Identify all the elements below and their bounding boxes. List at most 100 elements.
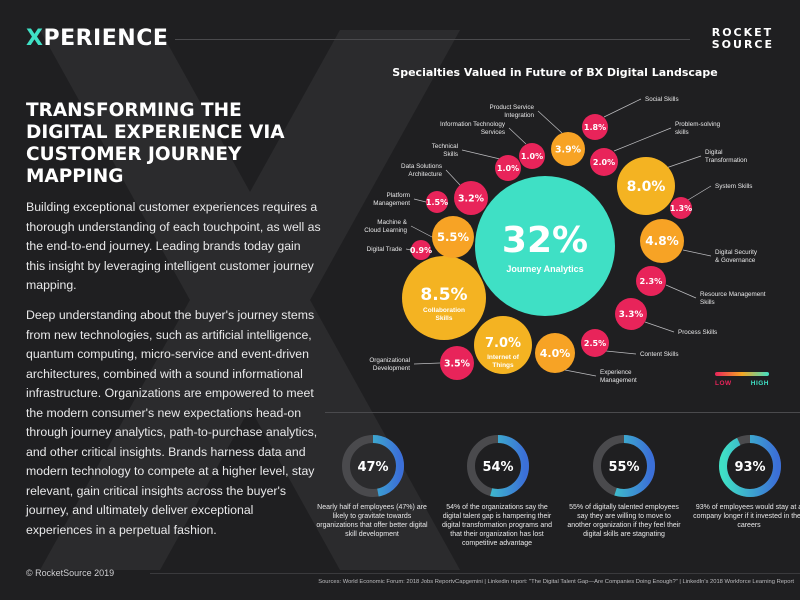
bubble-content-skills[interactable]: 2.5% Content Skills — [581, 329, 679, 358]
bubble-label: Platform — [387, 192, 410, 199]
bubble-value: 8.5% — [420, 285, 467, 305]
stat-description: 54% of the organizations say the digital… — [441, 504, 553, 547]
donut-stat-3: 55% — [593, 435, 655, 497]
bubble-circle — [582, 114, 608, 140]
bubble-label: Social Skills — [645, 96, 679, 103]
bubble-label: Internet of — [487, 354, 520, 361]
page-headline: TRANSFORMING THE DIGITAL EXPERIENCE VIA … — [26, 100, 285, 187]
donut-value: 54% — [482, 460, 513, 475]
bubble-circle — [590, 148, 618, 176]
bubble-circle — [495, 155, 521, 181]
bubble-label: & Governance — [715, 257, 756, 264]
leader-line — [687, 185, 712, 201]
leader-line — [508, 127, 527, 145]
leader-line — [461, 149, 501, 160]
legend-low-label: LOW — [715, 380, 732, 387]
bubble-value: 3.3% — [619, 310, 644, 320]
bubble-machine-cloud-learning[interactable]: 5.5% Machine &Cloud Learning — [364, 216, 474, 258]
donut-arc — [719, 435, 781, 497]
bubble-circle — [581, 329, 609, 357]
bubble-label: Architecture — [408, 171, 442, 178]
bubble-label: System Skills — [715, 183, 752, 190]
bubble-value: 3.5% — [444, 358, 471, 369]
donut-value: 55% — [608, 460, 639, 475]
bubble-label: Development — [373, 365, 410, 372]
bubble-value: 4.8% — [645, 234, 679, 248]
bubble-label: Data Solutions — [401, 163, 442, 170]
sources-footnote: Sources: World Economic Forum: 2018 Jobs… — [318, 579, 794, 585]
bubble-label: Skills — [700, 299, 715, 306]
bubble-circle — [474, 316, 532, 374]
rocketsource-logo[interactable]: ROCKET SOURCE — [711, 26, 774, 51]
bubble-label: Transformation — [705, 157, 748, 164]
leader-line — [537, 110, 563, 134]
bubble-circle — [519, 143, 545, 169]
xperience-logo[interactable]: XPERIENCE — [26, 26, 169, 51]
bubble-value: 7.0% — [485, 336, 521, 351]
bubble-digital-security-governance[interactable]: 4.8% Digital Security& Governance — [640, 219, 758, 264]
bubble-value: 1.0% — [521, 152, 543, 161]
bubble-value: 3.9% — [555, 144, 582, 155]
bubble-social-skills[interactable]: 1.8% Social Skills — [582, 96, 679, 140]
stat-description: 93% of employees would stay at a company… — [693, 504, 800, 529]
bubble-value: 8.0% — [627, 179, 666, 195]
bubble-circle — [640, 219, 684, 263]
bubble-label: Machine & — [377, 219, 408, 226]
donut-stat-1: 47% — [342, 435, 404, 497]
legend-gradient-bar — [715, 372, 769, 376]
bubble-system-skills[interactable]: 1.3% System Skills — [670, 183, 753, 219]
bubble-circle — [475, 176, 615, 316]
bubble-label: Organizational — [369, 357, 410, 364]
bubble-journey-analytics[interactable]: 32% Journey Analytics — [475, 176, 615, 316]
section-divider — [325, 412, 800, 413]
donut-arc — [467, 435, 529, 497]
leader-line — [682, 249, 712, 257]
bubble-label: Resource Management — [700, 291, 766, 298]
bubble-label: Journey Analytics — [506, 264, 583, 274]
bubble-circle — [454, 181, 488, 215]
leader-line — [603, 98, 642, 118]
leader-line — [665, 284, 697, 299]
bubble-value: 3.2% — [458, 193, 485, 204]
bubble-value: 1.3% — [670, 204, 692, 213]
bubble-label: Technical — [432, 143, 458, 150]
bubble-process-skills[interactable]: 3.3% Process Skills — [615, 298, 717, 336]
bubble-value: 1.0% — [497, 164, 519, 173]
header-divider — [175, 39, 690, 40]
leader-line — [605, 350, 637, 355]
bubble-label: Management — [600, 377, 637, 384]
bubble-circle — [615, 298, 647, 330]
chart-title: Specialties Valued in Future of BX Digit… — [392, 66, 718, 79]
bubble-label: skills — [675, 129, 689, 136]
leader-line — [613, 127, 672, 152]
donut-value: 47% — [357, 460, 388, 475]
footer-divider — [150, 573, 800, 574]
color-legend: LOW HIGH — [715, 372, 769, 387]
bubble-digital-trade[interactable]: 0.9% Digital Trade — [367, 240, 432, 260]
bubble-label: Content Skills — [640, 351, 679, 358]
bubble-circle — [432, 216, 474, 258]
stat-description: 55% of digitally talented employees say … — [567, 504, 681, 538]
bubble-value: 2.3% — [640, 276, 663, 286]
bubble-label: Integration — [504, 112, 534, 119]
donut-arc — [593, 435, 655, 497]
leader-line — [445, 169, 461, 186]
bubble-value: 32% — [502, 220, 588, 261]
bubble-value: 1.5% — [426, 198, 448, 207]
bubble-value: 1.8% — [584, 123, 606, 132]
bubble-label: Skills — [443, 151, 458, 158]
bubble-label: Experience — [600, 369, 632, 376]
